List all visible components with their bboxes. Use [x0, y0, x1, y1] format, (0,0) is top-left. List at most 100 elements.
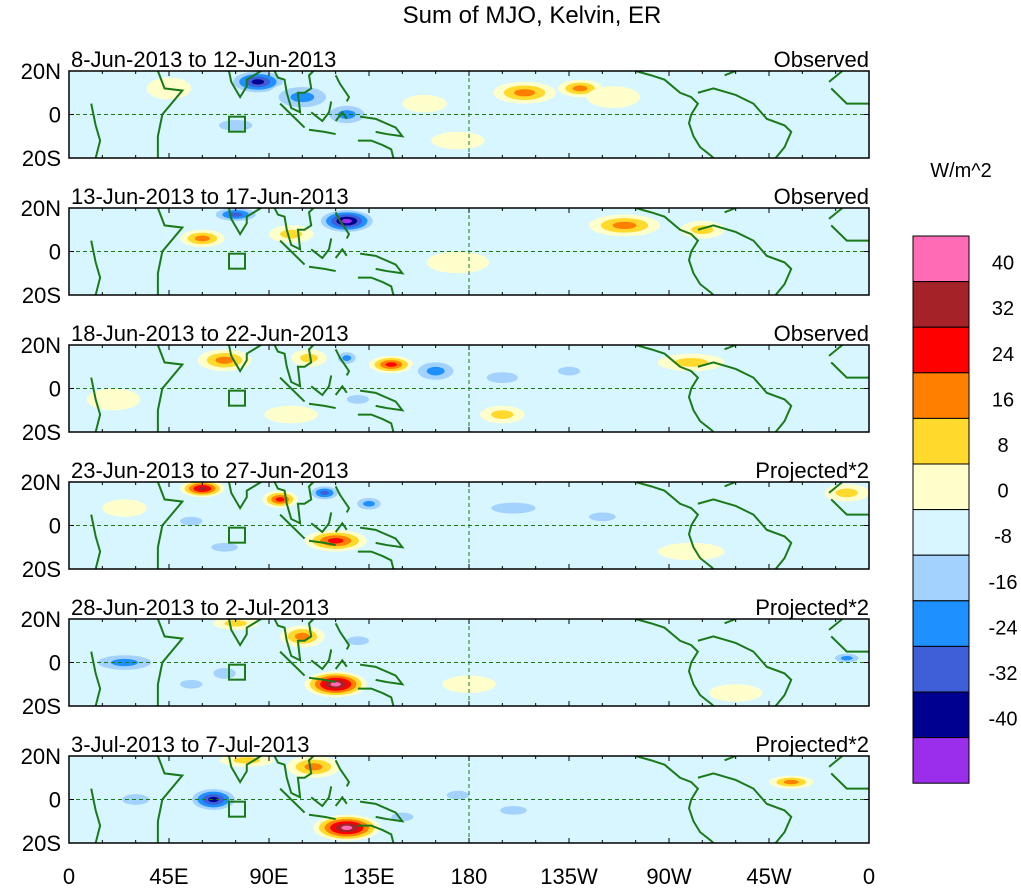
coastline [828, 482, 843, 494]
anomaly-contour [280, 229, 303, 239]
anomaly-contour [304, 763, 323, 771]
colorbar-swatch [912, 737, 970, 784]
colorbar-tick-label: 40 [992, 253, 1014, 275]
coastline [310, 238, 333, 260]
coastline [697, 224, 793, 295]
anomaly-contour [593, 632, 656, 650]
colorbar-tick-label: 8 [997, 435, 1008, 457]
y-tick-label: 20S [22, 283, 61, 308]
coastline [156, 619, 185, 706]
anomaly-contour [233, 757, 261, 764]
y-tick-label: 20N [21, 196, 61, 221]
panel-period-label: 28-Jun-2013 to 2-Jul-2013 [71, 595, 329, 620]
coastline [156, 345, 185, 432]
anomaly-contour [491, 410, 514, 419]
coastline [156, 208, 185, 295]
panel-field [69, 482, 869, 569]
anomaly-contour [674, 358, 708, 367]
x-tick-label: 0 [63, 864, 75, 889]
coastline [830, 87, 869, 105]
coastline [828, 345, 843, 357]
coastline [697, 635, 793, 706]
coastline [635, 756, 715, 843]
anomaly-contour [251, 79, 265, 85]
anomaly-contour [341, 218, 352, 224]
anomaly-contour [111, 658, 138, 667]
panel: 20N 0 20S 3-Jul-2013 to 7-Jul-2013 Projected… [21, 732, 870, 856]
coastline [279, 102, 306, 129]
y-tick-label: 0 [49, 103, 61, 128]
anomaly-contour [426, 251, 489, 274]
coastline [334, 110, 348, 122]
anomaly-contour [709, 684, 763, 702]
coastline [308, 128, 336, 136]
x-tick-label: 45E [149, 864, 188, 889]
x-tick-label: 180 [451, 864, 488, 889]
colorbar-tick-label: -24 [989, 617, 1018, 639]
x-axis: 0 45E 90E 135E 180 135W 90W 45W 0 [63, 864, 875, 889]
x-tick-label: 90E [249, 864, 288, 889]
anomaly-contour [385, 362, 397, 367]
coastline [310, 786, 333, 808]
y-tick-label: 20N [21, 333, 61, 358]
coastline [697, 361, 793, 432]
coastline [357, 824, 395, 843]
anomaly-contour [473, 225, 554, 243]
coastline [334, 622, 351, 650]
coastline [697, 87, 793, 158]
y-tick-label: 20S [22, 557, 61, 582]
panel: 20N 0 20S 28-Jun-2013 to 2-Jul-2013 Projecte… [21, 595, 870, 719]
anomaly-contour [557, 366, 581, 376]
anomaly-contour [294, 632, 310, 641]
anomaly-contour [213, 667, 236, 679]
coastline [310, 512, 333, 534]
region-box [228, 800, 246, 818]
region-box [228, 663, 246, 681]
panel-field [69, 619, 869, 706]
colorbar-tick-label: 24 [992, 344, 1014, 366]
coastline [308, 265, 336, 273]
anomaly-contour [346, 395, 369, 404]
coastline [359, 252, 405, 275]
colorbar-swatch [912, 600, 970, 647]
anomaly-contour [589, 512, 616, 522]
anomaly-contour [275, 497, 285, 502]
coastline [334, 658, 348, 670]
colorbar-unit-label: W/m^2 [930, 160, 992, 182]
anomaly-contour [102, 499, 147, 517]
coastline [334, 348, 351, 376]
anomaly-contour [515, 664, 578, 683]
coastline [635, 619, 715, 706]
panel: 20N 0 20S 8-Jun-2013 to 12-Jun-2013 Observed [21, 47, 870, 171]
anomaly-contour [514, 89, 535, 97]
anomaly-contour [691, 112, 781, 139]
anomaly-contour [290, 92, 315, 103]
anomaly-contour [104, 251, 167, 274]
x-tick-label: 135E [343, 864, 394, 889]
anomaly-contour [586, 86, 641, 108]
coastline [830, 361, 869, 379]
y-tick-label: 0 [49, 240, 61, 265]
panel-period-label: 18-Jun-2013 to 22-Jun-2013 [71, 321, 349, 346]
panel-period-label: 13-Jun-2013 to 17-Jun-2013 [71, 184, 349, 209]
anomaly-contour [486, 372, 518, 384]
x-tick-label: 0 [863, 864, 875, 889]
coastline [310, 375, 333, 397]
anomaly-contour [180, 679, 203, 689]
panel-period-label: 23-Jun-2013 to 27-Jun-2013 [71, 458, 349, 483]
colorbar-tick-label: 16 [992, 389, 1014, 411]
coastline [828, 71, 843, 83]
y-tick-label: 20S [22, 831, 61, 856]
anomaly-contour [86, 388, 141, 411]
anomaly-contour [835, 488, 858, 498]
coastline [156, 756, 185, 843]
y-tick-label: 20S [22, 146, 61, 171]
anomaly-contour [320, 490, 329, 496]
colorbar-swatch [912, 554, 970, 602]
coastline [279, 239, 306, 266]
anomaly-contour [229, 212, 243, 217]
coastline [279, 513, 306, 540]
anomaly-contour [657, 542, 725, 561]
y-tick-label: 0 [49, 514, 61, 539]
anomaly-contour [500, 806, 527, 815]
